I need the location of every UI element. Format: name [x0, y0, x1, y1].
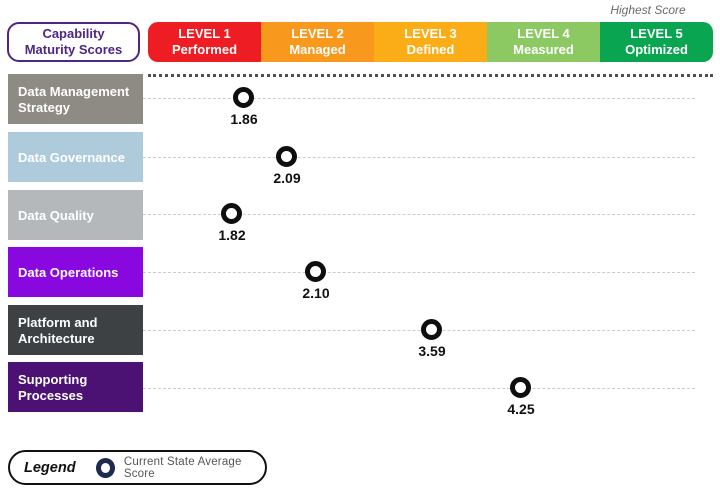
- level-5-segment: LEVEL 5 Optimized: [600, 22, 713, 62]
- level-1-name: Performed: [171, 42, 238, 57]
- data-point-marker-row-1: [233, 87, 254, 108]
- chart-title-line1: Capability: [42, 26, 105, 41]
- maturity-level-axis: LEVEL 1 Performed LEVEL 2 Managed LEVEL …: [148, 22, 713, 62]
- row-label-data-quality: Data Quality: [8, 190, 143, 240]
- score-value-row-4: 2.10: [302, 285, 330, 301]
- level-2-name: Managed: [289, 42, 346, 57]
- header-divider-dotted-line: [148, 74, 713, 77]
- level-3-name: Defined: [406, 42, 455, 57]
- legend-label: Current State Average Score: [123, 455, 242, 480]
- gridline-row-5: [143, 330, 695, 331]
- score-value-row-1: 1.86: [230, 111, 258, 127]
- legend: Legend Current State Average Score: [8, 450, 267, 485]
- current-state-marker-icon: [95, 457, 115, 478]
- score-value-row-6: 4.25: [507, 401, 535, 417]
- gridline-row-2: [143, 157, 695, 158]
- data-point-marker-row-3: [221, 203, 242, 224]
- gridline-row-3: [143, 214, 695, 215]
- gridline-row-1: [143, 98, 695, 99]
- level-5-name: Optimized: [625, 42, 688, 57]
- legend-title: Legend: [24, 459, 76, 476]
- level-2-title: LEVEL 2: [291, 26, 344, 41]
- row-label-data-operations: Data Operations: [8, 247, 143, 297]
- data-point-marker-row-6: [510, 377, 531, 398]
- level-1-title: LEVEL 1: [178, 26, 231, 41]
- gridline-row-6: [143, 388, 695, 389]
- level-1-segment: LEVEL 1 Performed: [148, 22, 261, 62]
- level-3-segment: LEVEL 3 Defined: [374, 22, 487, 62]
- data-point-marker-row-2: [276, 146, 297, 167]
- row-label-data-management-strategy: Data Management Strategy: [8, 74, 143, 124]
- level-5-title: LEVEL 5: [630, 26, 683, 41]
- level-3-title: LEVEL 3: [404, 26, 457, 41]
- chart-title-line2: Maturity Scores: [24, 42, 123, 57]
- score-value-row-5: 3.59: [418, 343, 446, 359]
- data-point-marker-row-5: [421, 319, 442, 340]
- row-label-platform-and-architecture: Platform and Architecture: [8, 305, 143, 355]
- level-4-title: LEVEL 4: [517, 26, 570, 41]
- highest-score-annotation: Highest Score: [610, 3, 686, 17]
- gridline-row-4: [143, 272, 695, 273]
- row-label-supporting-processes: Supporting Processes: [8, 362, 143, 412]
- chart-title-box: Capability Maturity Scores: [7, 22, 140, 62]
- data-point-marker-row-4: [305, 261, 326, 282]
- row-label-data-governance: Data Governance: [8, 132, 143, 182]
- level-2-segment: LEVEL 2 Managed: [261, 22, 374, 62]
- level-4-name: Measured: [513, 42, 574, 57]
- level-4-segment: LEVEL 4 Measured: [487, 22, 600, 62]
- score-value-row-2: 2.09: [273, 170, 301, 186]
- score-value-row-3: 1.82: [218, 227, 246, 243]
